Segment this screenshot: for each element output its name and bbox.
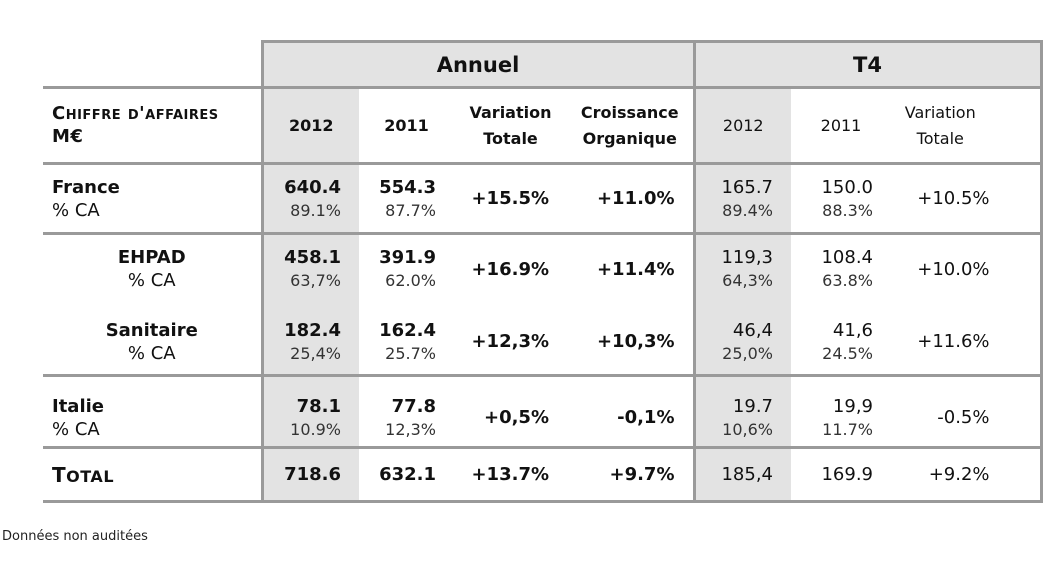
sanitaire-croissance: +10,3% [596, 331, 675, 353]
revenue-table: Annuel T4 Chiffre d'affaires M€ 2012 201… [43, 40, 1043, 503]
revenue-label-line2: M€ [52, 125, 84, 147]
france-label: France [52, 176, 120, 198]
sanitaire-q4-2011: 41,6 24.5% [822, 319, 873, 363]
france-variation: +15.5% [454, 162, 567, 234]
italie-label: Italie [52, 395, 104, 417]
italie-sub: % CA [52, 418, 100, 440]
ehpad-label: EHPAD [117, 247, 186, 269]
sanitaire-q4-variation: +11.6% [891, 303, 1043, 376]
ehpad-sub: % CA [127, 270, 176, 292]
total-q4-2011: 169.9 [791, 446, 891, 503]
ehpad-annual-2011: 391.9 62.0% [359, 232, 454, 304]
italie-variation: +0,5% [454, 374, 567, 448]
total-variation: +13.7% [454, 446, 567, 503]
table-row-italie: Italie % CA 78.1 10.9% 77.8 12,3% +0,5% … [43, 374, 1043, 448]
total-q4-2012: 185,4 [692, 446, 791, 503]
q4-header: T4 [692, 40, 1043, 88]
italie-annual-2012: 78.1 10.9% [260, 374, 359, 448]
table-row-france: France % CA 640.4 89.1% 554.3 87.7% +15.… [43, 162, 1043, 234]
footnote: Données non auditées [2, 529, 148, 544]
total-annual-2011: 632.1 [359, 446, 454, 503]
italie-q4-2012: 19.7 10,6% [692, 374, 791, 448]
q4-variation-line2: Totale [916, 128, 964, 148]
col-q4-2012: 2012 [692, 86, 791, 164]
col-q4-2011: 2011 [791, 86, 891, 164]
france-annual-2011: 554.3 87.7% [359, 162, 454, 234]
sanitaire-variation: +12,3% [471, 331, 549, 353]
variation-line1: Variation [469, 102, 552, 122]
sanitaire-sub: % CA [127, 342, 176, 364]
france-q4-2011: 150.0 88.3% [791, 162, 891, 234]
table-row-ehpad: EHPAD % CA 458.1 63,7% 391.9 62.0% +16.9… [43, 232, 1043, 304]
row-label-ehpad: EHPAD % CA [43, 232, 262, 304]
q4-variation-line1: Variation [904, 102, 976, 122]
sanitaire-annual-2011: 162.4 25.7% [379, 319, 436, 363]
italie-annual-2011: 77.8 12,3% [359, 374, 454, 448]
table-row-sanitaire: Sanitaire % CA 182.4 25,4% 162.4 25.7% +… [43, 303, 1043, 376]
annual-header: Annuel [260, 40, 694, 88]
row-label-total: Total [43, 446, 262, 503]
col-q4-variation: Variation Totale [891, 86, 1043, 164]
ehpad-q4-2011: 108.4 63.8% [791, 232, 891, 304]
band-header-row: Annuel T4 [43, 40, 1043, 88]
total-croissance: +9.7% [567, 446, 694, 503]
column-header-row: Chiffre d'affaires M€ 2012 2011 Variatio… [43, 86, 1043, 164]
ehpad-annual-2012: 458.1 63,7% [260, 232, 359, 304]
france-q4-variation: +10.5% [891, 162, 1043, 234]
france-sub: % CA [52, 199, 100, 221]
total-label-first: T [52, 462, 67, 487]
revenue-label-cell: Chiffre d'affaires M€ [43, 86, 262, 164]
france-q4-2012: 165.7 89.4% [692, 162, 791, 234]
row-label-sanitaire: Sanitaire % CA [43, 304, 262, 376]
total-q4-variation: +9.2% [891, 446, 1043, 503]
italie-q4-variation: -0.5% [891, 374, 1043, 448]
sanitaire-q4-2012: 46,4 25,0% [692, 303, 791, 376]
ehpad-q4-2012: 119,3 64,3% [692, 232, 791, 304]
ehpad-q4-variation: +10.0% [891, 232, 1043, 304]
sanitaire-label: Sanitaire [105, 319, 198, 341]
col-variation-totale: Variation Totale [454, 86, 567, 164]
col-annual-2012: 2012 [260, 86, 359, 164]
france-annual-2012: 640.4 89.1% [260, 162, 359, 234]
sanitaire-annual-2012: 182.4 25,4% [260, 303, 359, 376]
total-annual-2012: 718.6 [260, 446, 359, 503]
col-croissance-organique: Croissance Organique [567, 86, 694, 164]
croissance-line1: Croissance [580, 102, 679, 122]
revenue-label-line1: Chiffre d'affaires [52, 102, 219, 124]
italie-croissance: -0,1% [567, 374, 694, 448]
ehpad-variation: +16.9% [454, 232, 567, 304]
row-label-italie: Italie % CA [43, 374, 262, 448]
ehpad-croissance: +11.4% [567, 232, 694, 304]
row-label-france: France % CA [43, 162, 262, 234]
croissance-line2: Organique [582, 128, 677, 148]
italie-q4-2011: 19,9 11.7% [791, 374, 891, 448]
table-row-total: Total 718.6 632.1 +13.7% +9.7% 185,4 169… [43, 446, 1043, 503]
col-annual-2011: 2011 [359, 86, 454, 164]
total-label-rest: otal [66, 466, 115, 486]
variation-line2: Totale [483, 128, 538, 148]
france-croissance: +11.0% [567, 162, 694, 234]
